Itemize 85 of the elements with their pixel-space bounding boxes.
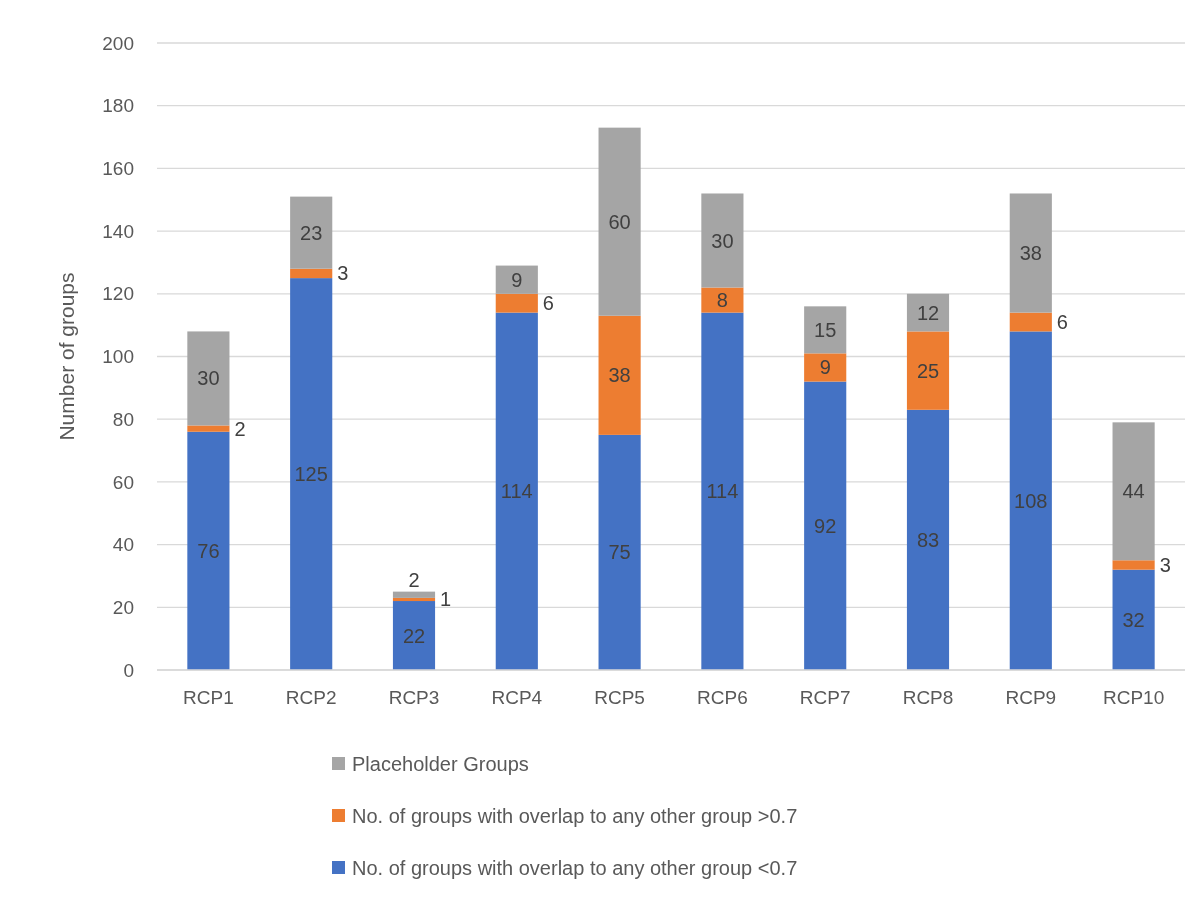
x-tick-label: RCP5	[594, 687, 645, 708]
data-label: 125	[294, 463, 328, 486]
data-label: 6	[1056, 311, 1068, 334]
bar	[290, 196, 333, 269]
bar	[392, 601, 436, 670]
data-label: 30	[197, 367, 220, 390]
x-tick-label: RCP3	[388, 687, 440, 708]
y-tick-label: 160	[102, 158, 134, 180]
bar	[290, 278, 333, 670]
bar	[1009, 331, 1052, 670]
data-label: 32	[1122, 608, 1145, 631]
data-label: 23	[300, 221, 323, 244]
bar	[701, 193, 744, 288]
bar	[804, 381, 847, 670]
data-label: 1	[440, 588, 452, 611]
bar	[495, 312, 538, 670]
data-label: 2	[234, 417, 246, 440]
y-tick-label: 200	[102, 32, 134, 54]
bar	[392, 591, 436, 598]
bar	[701, 287, 744, 313]
x-tick-label: RCP4	[491, 687, 543, 708]
bar	[495, 265, 538, 294]
bar	[906, 293, 950, 332]
y-tick-label: 80	[112, 408, 134, 430]
bar	[187, 431, 230, 670]
x-tick-label: RCP9	[1005, 687, 1057, 708]
bar	[1009, 193, 1052, 313]
x-tick-label: RCP2	[285, 687, 337, 708]
data-label: 75	[608, 541, 631, 564]
data-label: 114	[706, 480, 739, 503]
y-tick-label: 40	[112, 534, 134, 556]
bar	[906, 409, 950, 670]
x-tick-label: RCP6	[697, 687, 748, 708]
bar	[701, 312, 744, 670]
legend-label: No. of groups with overlap to any other group >0.7	[352, 805, 798, 827]
data-label: 9	[819, 356, 831, 379]
data-label: 12	[916, 301, 940, 324]
x-tick-label: RCP8	[902, 687, 954, 708]
data-label: 83	[916, 528, 940, 551]
data-label: 15	[814, 318, 837, 341]
bar	[495, 293, 538, 313]
data-label: 38	[608, 364, 631, 387]
bar	[1009, 312, 1052, 332]
bar	[804, 306, 847, 354]
data-label: 30	[711, 229, 734, 252]
x-tick-label: RCP7	[799, 687, 851, 708]
y-tick-label: 180	[102, 95, 134, 117]
data-label: 8	[716, 289, 728, 312]
bar	[598, 127, 641, 316]
data-label: 38	[1019, 242, 1042, 265]
data-label: 92	[814, 514, 837, 537]
y-tick-label: 140	[102, 220, 134, 242]
data-label: 3	[1159, 553, 1171, 576]
bar	[1112, 560, 1155, 570]
bar	[598, 315, 641, 435]
bar	[392, 597, 436, 602]
bar	[290, 268, 333, 279]
data-label: 25	[916, 359, 940, 382]
data-label: 3	[337, 262, 349, 285]
data-label: 22	[402, 624, 426, 647]
y-tick-label: 120	[102, 283, 134, 305]
bar	[187, 425, 230, 432]
x-tick-label: RCP1	[183, 687, 234, 708]
y-axis-title: Number of groups	[55, 272, 78, 441]
bar	[1112, 422, 1155, 561]
data-label: 9	[511, 268, 523, 291]
data-label: 114	[500, 480, 533, 503]
data-label: 44	[1122, 480, 1145, 503]
bar	[1112, 569, 1155, 670]
data-label: 108	[1014, 489, 1048, 512]
bar	[187, 331, 230, 426]
data-label: 2	[408, 568, 420, 591]
bar	[906, 331, 950, 410]
x-tick-label: RCP10	[1102, 687, 1165, 708]
y-tick-label: 60	[112, 471, 134, 493]
data-label: 6	[542, 292, 554, 315]
bar	[598, 434, 641, 670]
y-tick-label: 20	[112, 596, 134, 618]
bar	[804, 353, 847, 382]
y-tick-label: 0	[123, 659, 134, 681]
data-label: 76	[197, 539, 220, 562]
legend-label: No. of groups with overlap to any other group <0.7	[352, 857, 798, 879]
legend-label: Placeholder Groups	[352, 753, 529, 775]
data-label: 60	[608, 210, 631, 233]
y-tick-label: 100	[102, 346, 134, 368]
